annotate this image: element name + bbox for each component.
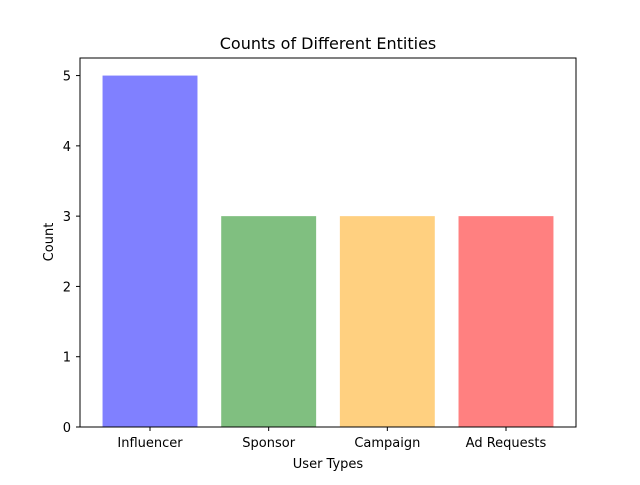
y-axis: 0 1 2 3 4 5 xyxy=(63,70,80,436)
x-tick-label: Ad Requests xyxy=(466,436,547,451)
y-tick-label: 5 xyxy=(63,70,71,85)
bar-campaign xyxy=(339,216,435,427)
plot-frame xyxy=(79,57,577,428)
y-tick-label: 0 xyxy=(63,421,71,436)
y-axis-label: Count xyxy=(42,223,57,262)
y-tick-label: 3 xyxy=(63,210,71,225)
x-axis: Influencer Sponsor Campaign Ad Requests xyxy=(117,427,547,451)
x-tick-label: Campaign xyxy=(354,436,420,451)
bar-influencer xyxy=(102,75,198,428)
y-tick-label: 4 xyxy=(63,140,71,155)
x-tick-label: Influencer xyxy=(117,436,183,451)
chart-title: Counts of Different Entities xyxy=(220,34,437,53)
x-tick-label: Sponsor xyxy=(242,436,295,451)
bar-ad-requests xyxy=(458,216,554,427)
x-axis-label: User Types xyxy=(293,457,364,472)
bar-sponsor xyxy=(221,216,317,427)
bars-layer xyxy=(102,75,554,428)
y-tick-label: 2 xyxy=(63,280,71,295)
y-tick-label: 1 xyxy=(63,351,71,366)
